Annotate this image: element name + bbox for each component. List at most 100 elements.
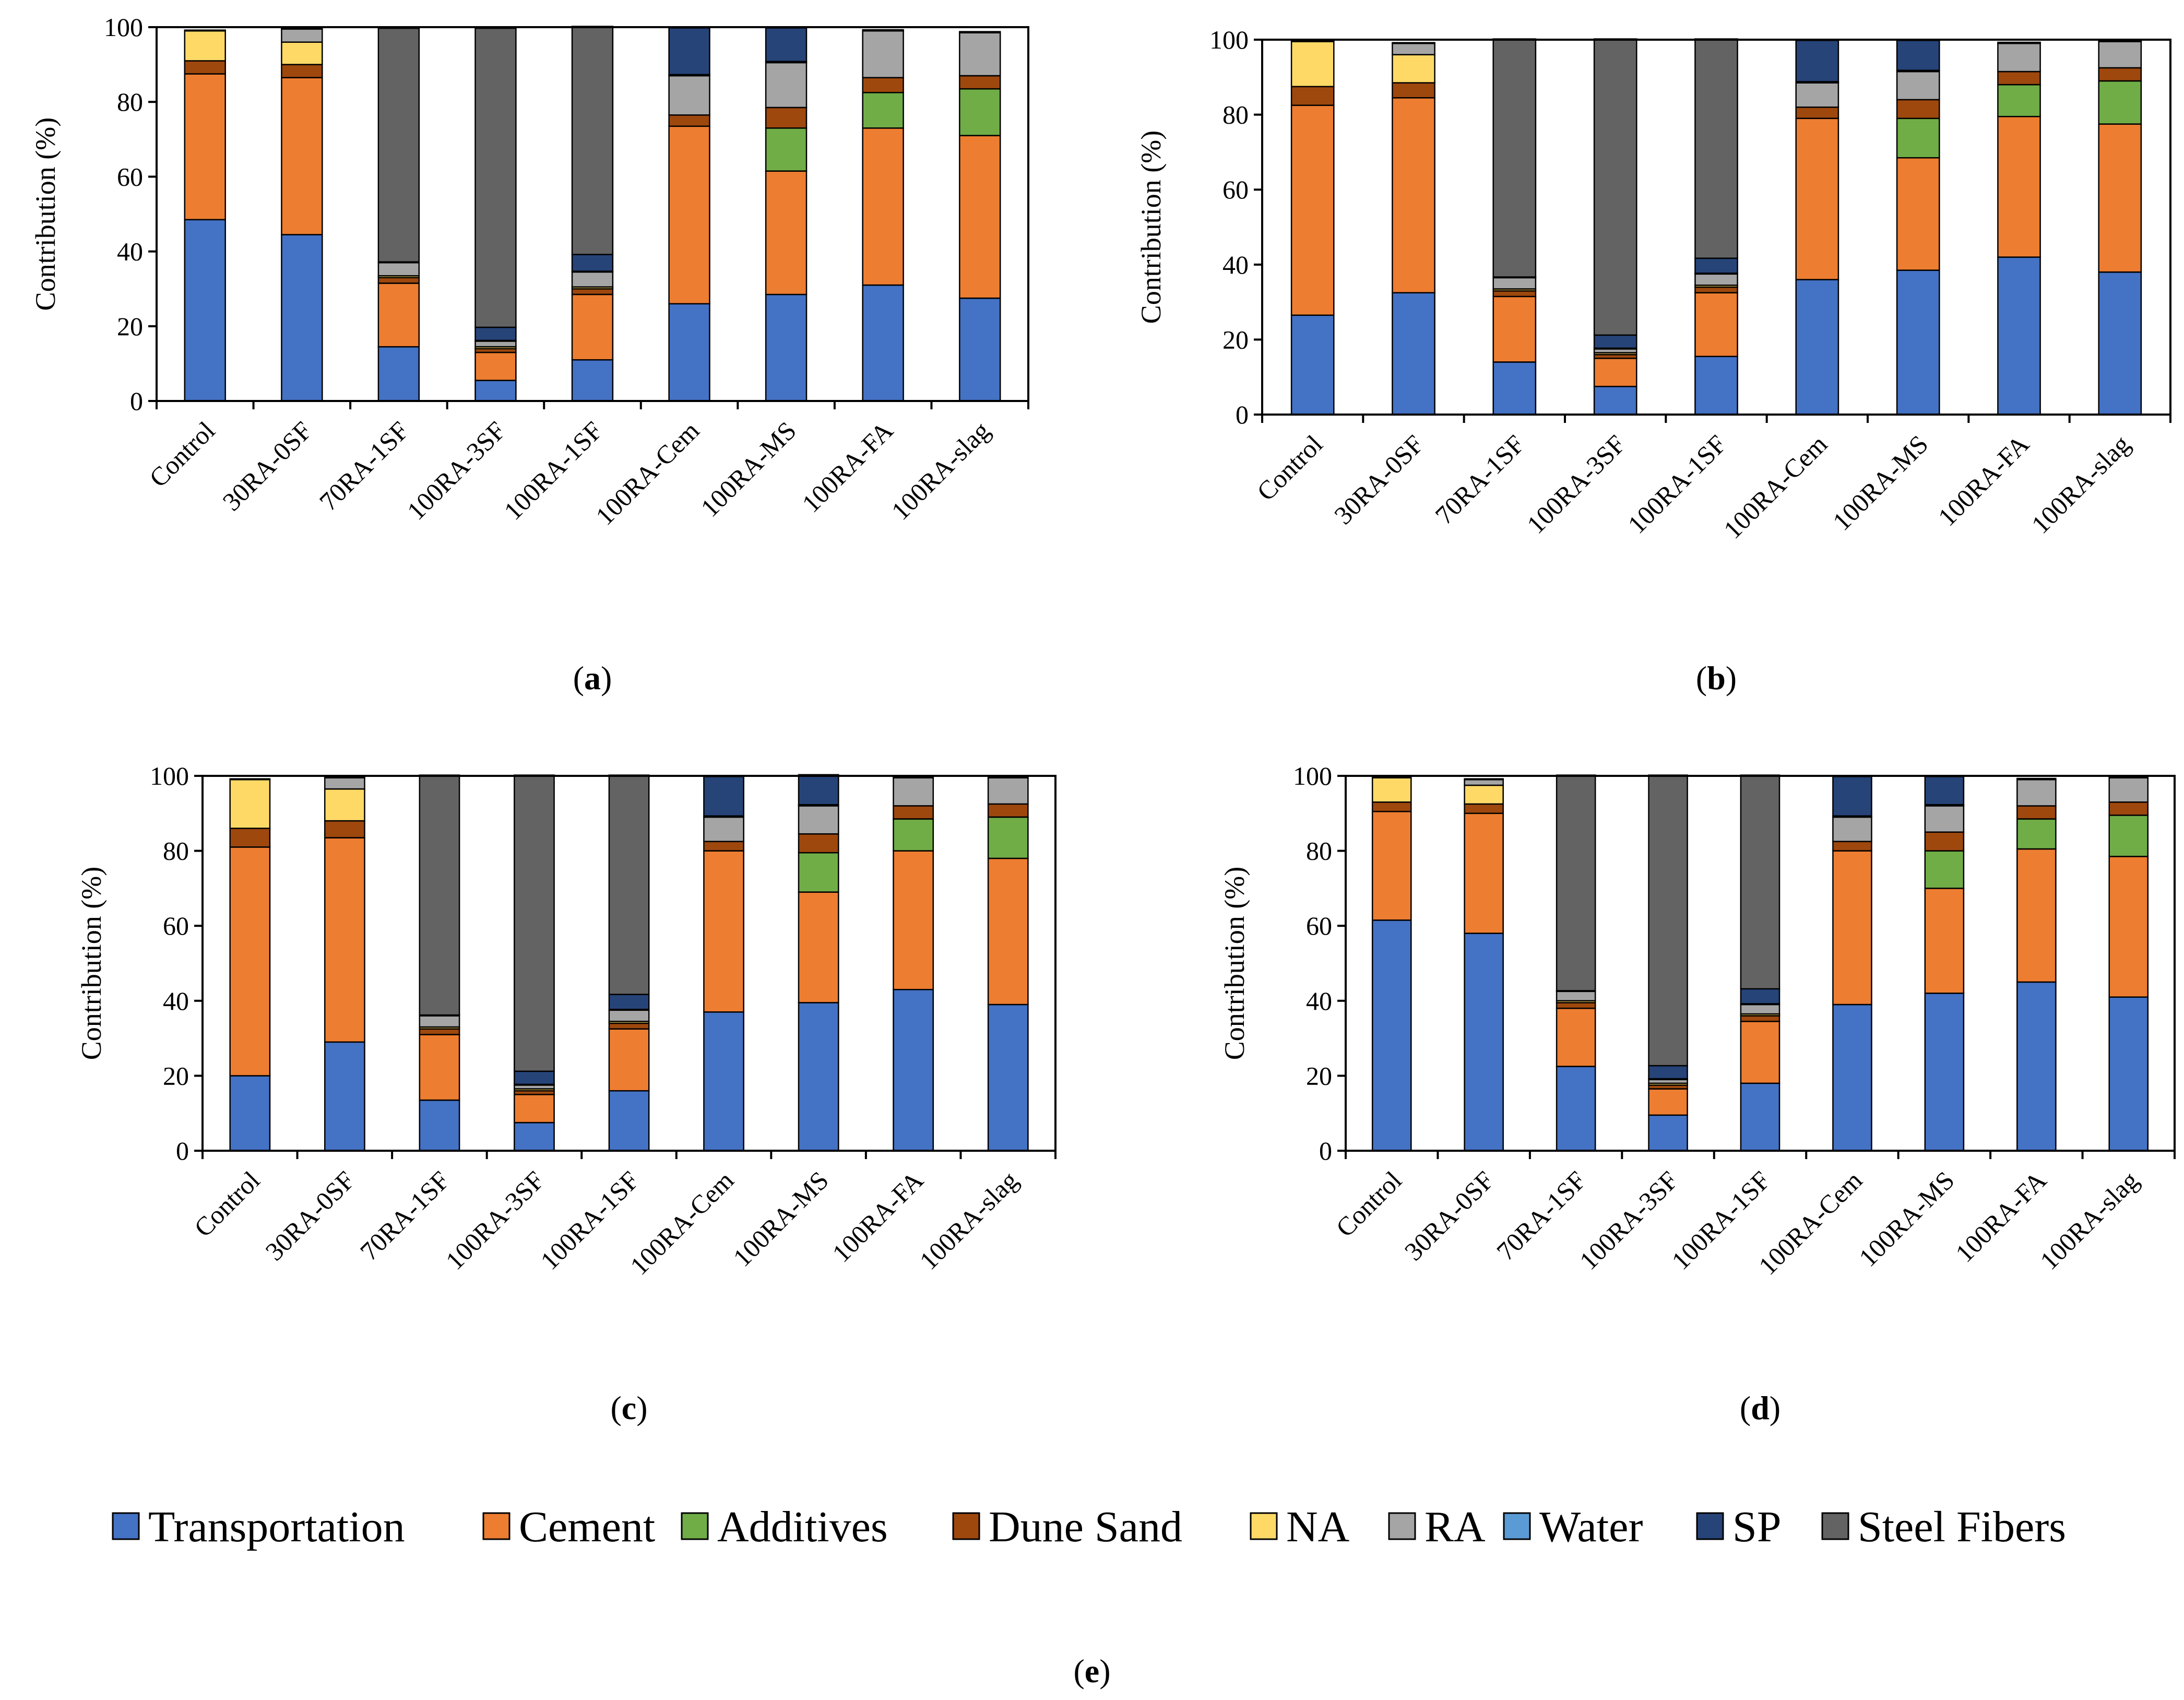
legend-label-6: Water — [1539, 1503, 1643, 1551]
bar-segment-c-5-cement — [703, 850, 744, 1013]
bar-segment-a-6-cement — [765, 170, 808, 296]
bar-segment-d-1-na — [1464, 784, 1504, 805]
bar-segment-b-1-na — [1392, 54, 1435, 84]
bar-segment-a-7-ra — [862, 30, 904, 78]
bar-segment-d-6-additives — [1924, 850, 1965, 889]
bar-segment-c-0-dune-sand — [229, 828, 271, 848]
bar-segment-a-5-sp — [668, 27, 710, 76]
bar-segment-d-7-cement — [2016, 848, 2057, 983]
bar-segment-a-6-transportation — [765, 293, 808, 402]
bar-segment-c-6-ra — [798, 805, 839, 835]
bar-segment-c-0-water — [229, 778, 271, 781]
bar-segment-a-3-cement — [474, 351, 517, 381]
legend-item-na: NA — [1250, 1503, 1350, 1551]
panel-label-b: (b) — [1696, 659, 1737, 696]
bar-segment-d-1-transportation — [1464, 932, 1504, 1152]
bar-segment-c-2-cement — [419, 1034, 460, 1101]
bar-segment-b-6-dune-sand — [1896, 99, 1940, 120]
bar-segment-b-5-ra — [1795, 82, 1839, 108]
bar-segment-a-7-water — [862, 29, 904, 32]
bar-segment-b-4-cement — [1694, 292, 1738, 357]
bar-segment-c-6-sp — [798, 774, 839, 806]
bar-segment-d-2-cement — [1556, 1007, 1596, 1067]
bar-segment-a-6-ra — [765, 62, 808, 109]
bar-segment-d-8-transportation — [2108, 996, 2149, 1152]
bar-segment-a-2-ra — [377, 262, 420, 277]
bar-segment-d-1-ra — [1464, 778, 1504, 786]
bar-segment-a-5-dune-sand — [668, 114, 710, 127]
bar-segment-b-7-cement — [1997, 115, 2041, 258]
y-axis-title-a: Contribution (%) — [30, 117, 61, 311]
bar-segment-b-5-sp — [1795, 40, 1839, 82]
bar-segment-c-8-dune-sand — [987, 803, 1029, 818]
legend-item-additives: Additives — [681, 1503, 888, 1551]
bar-segment-d-8-cement — [2108, 856, 2149, 998]
y-tick-label-d-0: 0 — [1319, 1136, 1332, 1165]
bar-segment-b-6-additives — [1896, 117, 1940, 159]
y-tick-label-a-80: 80 — [117, 87, 143, 116]
bar-segment-a-1-transportation — [281, 234, 323, 402]
bar-segment-a-3-steel-fibers — [474, 27, 517, 328]
y-tick-label-b-60: 60 — [1222, 175, 1249, 204]
bar-segment-b-4-sp — [1694, 257, 1738, 274]
bar-segment-b-0-dune-sand — [1290, 86, 1335, 106]
bar-segment-d-4-transportation — [1740, 1082, 1781, 1152]
legend-label-1: Cement — [519, 1503, 655, 1551]
legend-item-steel-fibers: Steel Fibers — [1821, 1503, 2066, 1551]
bar-segment-d-5-sp — [1832, 776, 1872, 817]
bar-segment-d-1-dune-sand — [1464, 803, 1504, 814]
y-tick-label-c-80: 80 — [163, 836, 189, 866]
bar-segment-b-4-dune-sand — [1694, 286, 1738, 293]
bar-segment-c-8-additives — [987, 816, 1029, 859]
panel-label-d: (d) — [1740, 1389, 1781, 1426]
bar-segment-b-1-transportation — [1392, 292, 1435, 416]
panel-label-c: (c) — [610, 1389, 647, 1426]
bar-segment-a-7-additives — [862, 92, 904, 129]
bar-segment-a-0-transportation — [184, 219, 226, 402]
bar-segment-c-1-na — [324, 788, 365, 822]
legend-swatch-6 — [1503, 1512, 1531, 1540]
bar-segment-a-4-ra — [571, 271, 614, 288]
bar-segment-a-4-cement — [571, 293, 614, 361]
legend-swatch-2 — [681, 1512, 709, 1540]
bar-segment-d-0-dune-sand — [1371, 801, 1412, 812]
bar-segment-b-7-water — [1997, 41, 2041, 44]
legend-label-5: RA — [1425, 1503, 1486, 1551]
bar-segment-a-8-water — [959, 31, 1001, 33]
y-tick-label-d-40: 40 — [1306, 986, 1332, 1016]
y-tick-label-a-20: 20 — [117, 312, 143, 341]
bar-segment-a-0-cement — [184, 73, 226, 220]
bar-segment-a-2-transportation — [377, 346, 420, 402]
bar-segment-a-6-dune-sand — [765, 107, 808, 129]
bar-segment-d-2-steel-fibers — [1556, 774, 1596, 991]
bar-segment-a-1-dune-sand — [281, 64, 323, 78]
bar-segment-d-0-transportation — [1371, 919, 1412, 1152]
y-tick-label-b-40: 40 — [1222, 250, 1249, 279]
legend-label-2: Additives — [717, 1503, 888, 1551]
bar-segment-d-7-transportation — [2016, 981, 2057, 1152]
plot-frame-c — [201, 775, 1057, 1152]
bar-segment-c-2-ra — [419, 1015, 460, 1028]
bar-segment-d-0-cement — [1371, 810, 1412, 921]
legend-label-3: Dune Sand — [989, 1503, 1182, 1551]
bar-segment-d-7-water — [2016, 777, 2057, 781]
legend-item-transportation: Transportation — [112, 1503, 405, 1551]
bar-segment-b-3-cement — [1593, 358, 1637, 387]
bar-segment-d-7-ra — [2016, 778, 2057, 807]
bar-segment-b-6-transportation — [1896, 269, 1940, 416]
bar-segment-a-2-steel-fibers — [377, 27, 420, 263]
bar-segment-b-3-sp — [1593, 334, 1637, 349]
bar-segment-b-8-dune-sand — [2098, 67, 2142, 82]
bar-segment-d-5-cement — [1832, 850, 1872, 1006]
bar-segment-d-1-water — [1464, 778, 1504, 781]
bar-segment-b-4-transportation — [1694, 356, 1738, 416]
bar-segment-a-5-cement — [668, 125, 710, 305]
legend-caption-close: ) — [1099, 1652, 1110, 1690]
bar-segment-d-1-cement — [1464, 812, 1504, 934]
bar-segment-a-1-cement — [281, 77, 323, 235]
y-tick-label-a-100: 100 — [104, 13, 143, 42]
bar-segment-c-8-ra — [987, 777, 1029, 805]
bar-segment-d-6-cement — [1924, 888, 1965, 994]
y-tick-label-b-0: 0 — [1236, 400, 1249, 429]
y-tick-label-d-100: 100 — [1293, 761, 1332, 790]
